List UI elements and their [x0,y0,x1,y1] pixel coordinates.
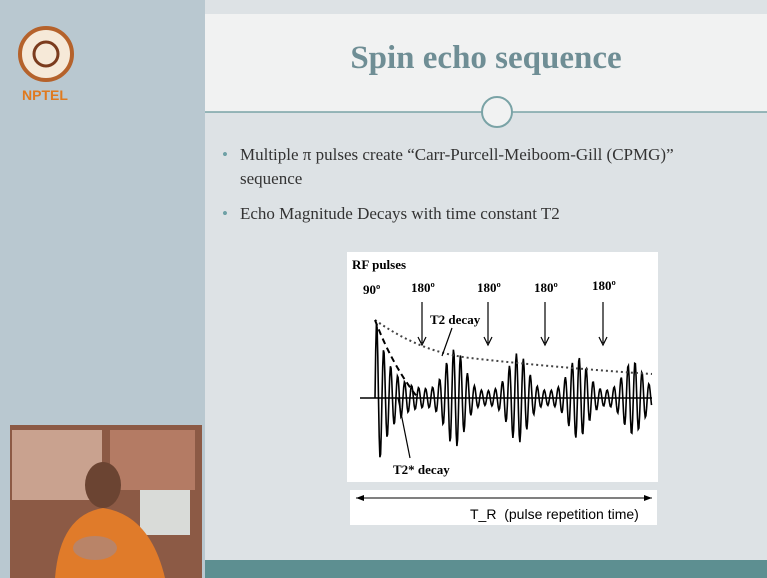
pulse-label: 180º [534,280,558,295]
page: RF pulses 90º 180º 180º 180º 180º T2 dec… [0,0,767,578]
slide-title: Spin echo sequence [205,40,767,77]
footer-bar [205,560,767,578]
figure-heading: RF pulses [352,257,406,272]
webcam [10,425,202,578]
annotation: T2* decay [393,462,450,477]
pulse-label: 90º [363,282,380,297]
pulse-label: 180º [477,280,501,295]
title-ornament [482,97,512,127]
bullet: Multiple π pulses create “Carr-Purcell-M… [222,143,740,191]
pulse-label: 180º [592,278,616,293]
timeline-label: T_R (pulse repetition time) [470,506,639,522]
annotation: T2 decay [430,312,481,327]
backdrop: RF pulses 90º 180º 180º 180º 180º T2 dec… [0,0,767,578]
logo-icon [20,28,72,80]
logo-label: NPTEL [22,87,68,103]
pulse-label: 180º [411,280,435,295]
bullet: Echo Magnitude Decays with time constant… [222,202,740,226]
